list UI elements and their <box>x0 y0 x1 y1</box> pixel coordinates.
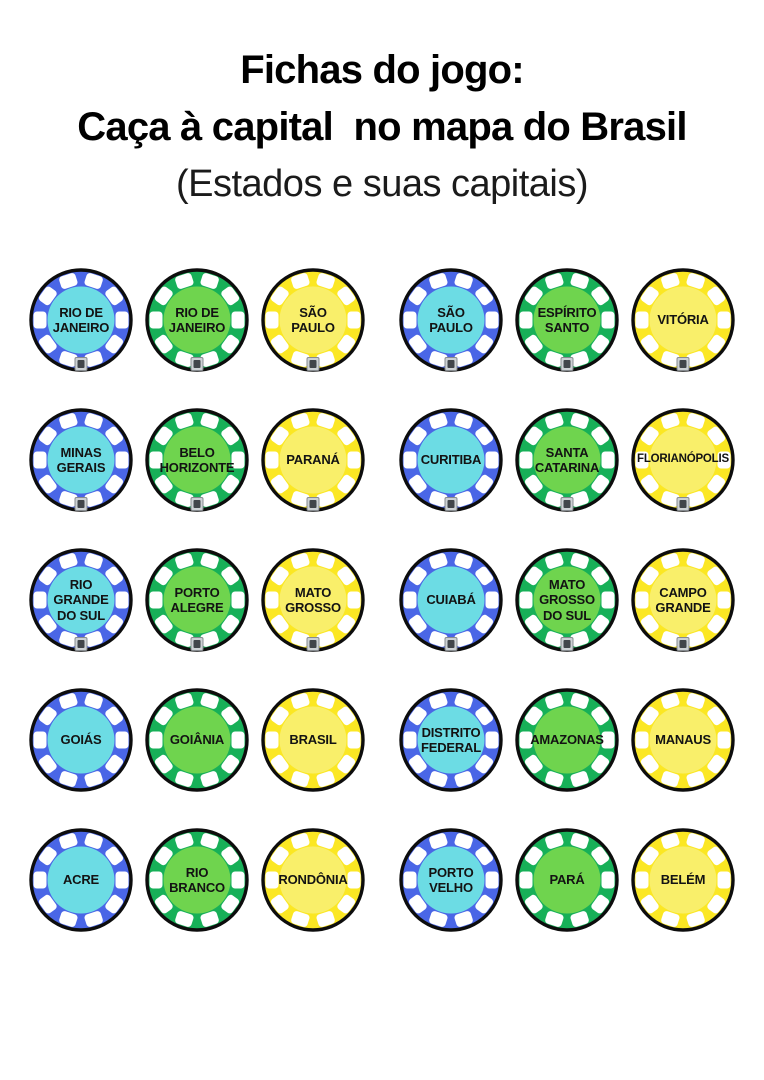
chip-graphic <box>261 688 365 792</box>
watermark-icon <box>74 497 88 511</box>
watermark-icon <box>306 357 320 371</box>
chip-graphic <box>631 688 735 792</box>
game-chip[interactable]: RIO DE JANEIRO <box>29 268 133 372</box>
watermark-icon <box>190 637 204 651</box>
chip-graphic <box>515 408 619 512</box>
title-subtitle: (Estados e suas capitais) <box>175 163 589 205</box>
watermark-icon <box>560 637 574 651</box>
watermark-icon <box>444 497 458 511</box>
chip-graphic <box>515 548 619 652</box>
chip-graphic <box>29 548 133 652</box>
game-chip[interactable]: DISTRITO FEDERAL <box>399 688 503 792</box>
game-chip[interactable]: RIO BRANCO <box>145 828 249 932</box>
chip-graphic <box>145 408 249 512</box>
chip-graphic <box>261 408 365 512</box>
watermark-icon <box>560 357 574 371</box>
title-line-1: Fichas do jogo: <box>240 48 524 92</box>
chip-graphic <box>261 268 365 372</box>
watermark-icon <box>676 497 690 511</box>
chip-graphic <box>29 688 133 792</box>
chip-graphic <box>515 688 619 792</box>
chip-graphic <box>29 268 133 372</box>
game-chip[interactable]: GOIÁS <box>29 688 133 792</box>
chip-graphic <box>399 408 503 512</box>
watermark-icon <box>560 497 574 511</box>
chip-graphic <box>29 828 133 932</box>
watermark-icon <box>444 357 458 371</box>
chip-graphic <box>631 408 735 512</box>
chip-graphic <box>29 408 133 512</box>
watermark-icon <box>444 637 458 651</box>
watermark-icon <box>306 637 320 651</box>
game-chip[interactable]: PORTO VELHO <box>399 828 503 932</box>
chip-row: GOIÁS GOIÂNIA BRASIL DISTRITO FEDERAL AMA… <box>29 688 735 792</box>
game-chip[interactable]: PARANÁ <box>261 408 365 512</box>
watermark-icon <box>74 357 88 371</box>
chip-row: MINAS GERAIS BELO HORIZONTE PARANÁ CURITIB… <box>29 408 735 512</box>
title-line-2: Caça à capital no mapa do Brasil <box>77 105 687 149</box>
game-chip[interactable]: AMAZONAS <box>515 688 619 792</box>
game-chip[interactable]: VITÓRIA <box>631 268 735 372</box>
chip-row: ACRE RIO BRANCO RONDÔNIA PORTO VELHO PARÁ … <box>29 828 735 932</box>
game-chip[interactable]: ACRE <box>29 828 133 932</box>
game-chip[interactable]: PORTO ALEGRE <box>145 548 249 652</box>
game-chip[interactable]: GOIÂNIA <box>145 688 249 792</box>
chip-graphic <box>515 268 619 372</box>
game-chip[interactable]: PARÁ <box>515 828 619 932</box>
game-chip[interactable]: RONDÔNIA <box>261 828 365 932</box>
chip-graphic <box>631 828 735 932</box>
game-chip[interactable]: RIO GRANDE DO SUL <box>29 548 133 652</box>
watermark-icon <box>190 357 204 371</box>
game-chip[interactable]: CURITIBA <box>399 408 503 512</box>
watermark-icon <box>676 637 690 651</box>
chip-graphic <box>515 828 619 932</box>
watermark-icon <box>676 357 690 371</box>
game-chip[interactable]: MATO GROSSO DO SUL <box>515 548 619 652</box>
game-chip[interactable]: ESPÍRITO SANTO <box>515 268 619 372</box>
game-chip[interactable]: BRASIL <box>261 688 365 792</box>
game-chip[interactable]: CAMPO GRANDE <box>631 548 735 652</box>
game-chip[interactable]: SÃO PAULO <box>261 268 365 372</box>
chip-row: RIO DE JANEIRO RIO DE JANEIRO SÃO PAULO SÃO… <box>29 268 735 372</box>
chip-graphic <box>145 548 249 652</box>
chip-row: RIO GRANDE DO SUL PORTO ALEGRE MATO GROSSO C… <box>29 548 735 652</box>
game-chip[interactable]: SÃO PAULO <box>399 268 503 372</box>
game-chip[interactable]: RIO DE JANEIRO <box>145 268 249 372</box>
chip-graphic <box>399 688 503 792</box>
chip-graphic <box>399 548 503 652</box>
game-chip[interactable]: BELÉM <box>631 828 735 932</box>
game-chip[interactable]: CUIABÁ <box>399 548 503 652</box>
watermark-icon <box>306 497 320 511</box>
game-chip[interactable]: SANTA CATARINA <box>515 408 619 512</box>
watermark-icon <box>190 497 204 511</box>
game-chip[interactable]: MANAUS <box>631 688 735 792</box>
chip-graphic <box>399 828 503 932</box>
page-title: Fichas do jogo: Caça à capital no mapa d… <box>0 0 764 212</box>
chip-graphic <box>145 828 249 932</box>
game-chip[interactable]: BELO HORIZONTE <box>145 408 249 512</box>
chip-graphic <box>145 688 249 792</box>
chip-graphic <box>631 548 735 652</box>
game-chip[interactable]: MINAS GERAIS <box>29 408 133 512</box>
game-chip[interactable]: FLORIANÓPOLIS <box>631 408 735 512</box>
chip-graphic <box>261 828 365 932</box>
chip-graphic <box>631 268 735 372</box>
watermark-icon <box>74 637 88 651</box>
game-chip[interactable]: MATO GROSSO <box>261 548 365 652</box>
chip-grid: RIO DE JANEIRO RIO DE JANEIRO SÃO PAULO SÃO… <box>29 268 735 968</box>
chip-graphic <box>145 268 249 372</box>
